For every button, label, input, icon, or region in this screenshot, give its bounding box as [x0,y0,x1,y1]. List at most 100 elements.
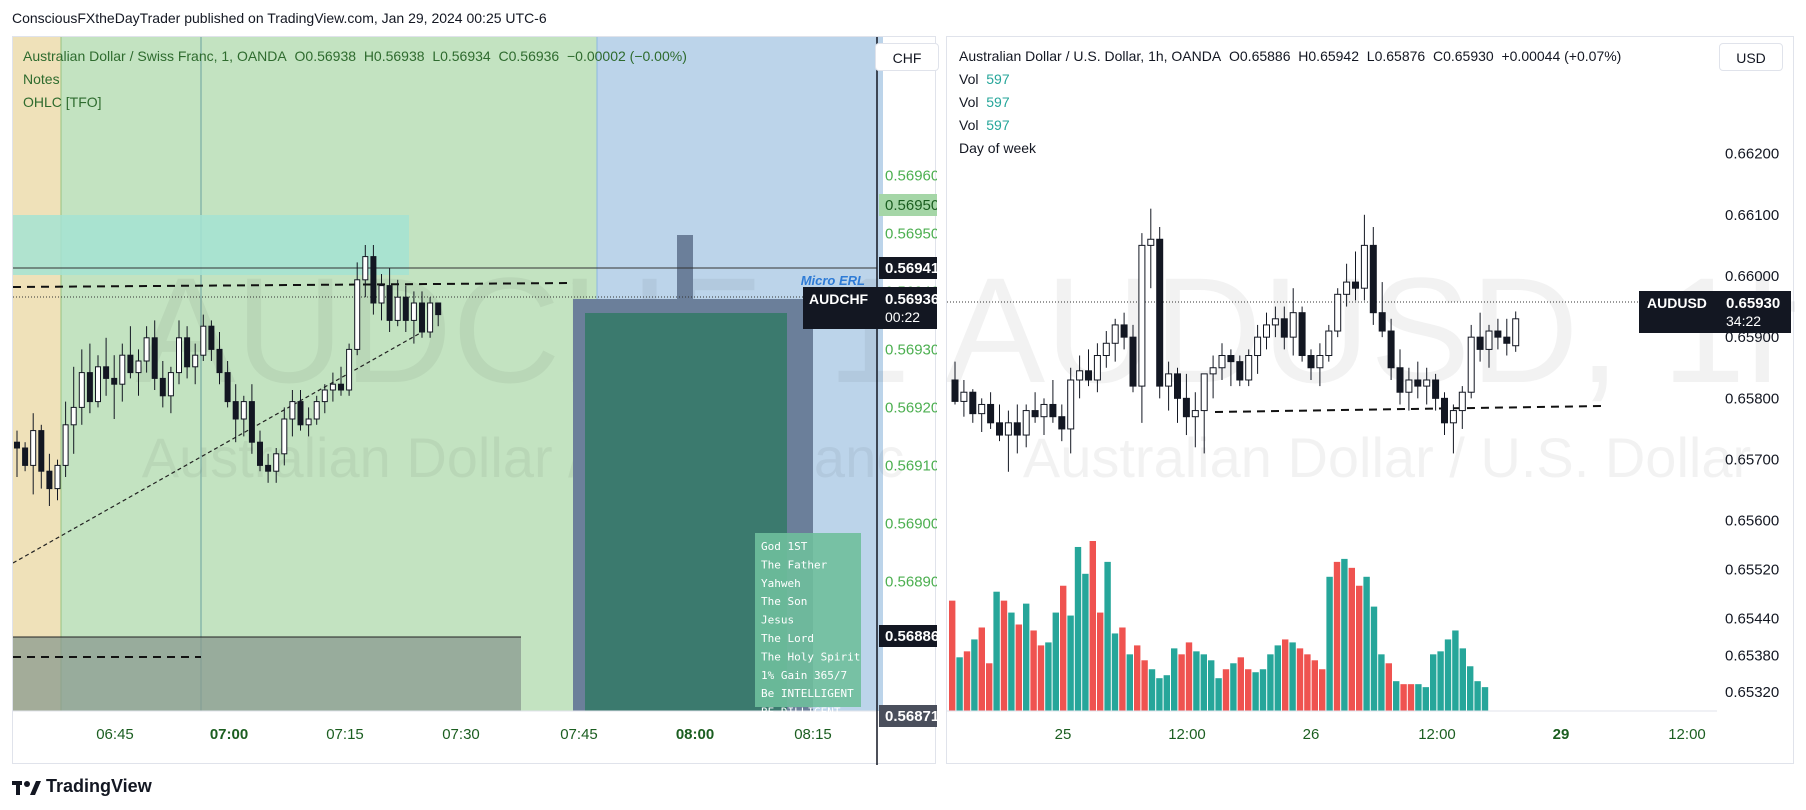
candle [1138,233,1146,423]
candle [1093,343,1101,393]
volume-bar [1356,585,1363,711]
candle-body [1289,312,1297,338]
note-line: The Holy Spirit [761,650,860,663]
indicator-vol-3[interactable]: Vol 597 [959,114,1621,137]
volume-bar [949,600,956,711]
right-legend-title-row: Australian Dollar / U.S. Dollar, 1h, OAN… [959,45,1621,68]
current-price: 0.65930 [1726,295,1780,312]
candle [1476,312,1484,362]
indicator-notes[interactable]: Notes [23,71,60,87]
indicator-ohlc-tfo[interactable]: OHLC [TFO] [23,94,102,110]
symbol-tag: AUDUSD [1647,295,1707,311]
candle-body [1360,244,1368,289]
price-tick-label: 0.56960 [885,167,937,184]
ohlc-high: H0.56938 [363,48,425,64]
volume-bar [1111,633,1119,711]
note-box-lines: God 1ST The Father Yahweh The Son Jesus The L… [761,540,860,719]
candle-body [1449,410,1457,424]
volume-bar [1000,600,1008,711]
symbol-title[interactable]: Australian Dollar / Swiss Franc, 1, OAND… [23,48,287,64]
time-tick-label: 25 [1055,726,1072,743]
time-tick-label: 12:00 [1418,726,1456,743]
candle-body [996,422,1003,436]
candle-body [143,337,150,362]
audchf-chart-canvas[interactable]: AUDCHF, 1 Australian Dollar / Swiss Fran… [13,37,937,765]
volume-bar [1067,615,1074,711]
candle [1387,318,1395,380]
candle [1067,367,1075,454]
candle-body [103,366,110,379]
candle [354,262,361,356]
candle-body [1280,318,1288,338]
price-tag-0.56886-text: 0.56886 [885,628,937,645]
volume-bar [1333,561,1341,711]
symbol-title[interactable]: Australian Dollar / U.S. Dollar, 1h, OAN… [959,48,1222,64]
candle-body [1111,324,1119,344]
tradingview-footer[interactable]: TradingView [12,776,152,797]
candle [1182,373,1190,436]
symbol-tag: AUDCHF [809,291,869,307]
candle-body [969,391,977,415]
candle [1031,392,1039,423]
candle [1156,227,1164,399]
candle [111,355,118,419]
volume-bar [986,663,993,711]
left-chart-panel[interactable]: AUDCHF, 1 Australian Dollar / Swiss Fran… [12,36,939,765]
candle [1325,324,1333,362]
candle [1271,306,1279,338]
candle [46,453,53,506]
price-tick-label: 0.56920 [885,399,937,416]
candle-body [1396,367,1404,393]
candle-body [370,256,377,304]
candle-body [1458,391,1466,412]
volume-bar [1245,669,1252,711]
volume-bar [1097,612,1104,711]
indicator-vol-1[interactable]: Vol 597 [959,68,1621,91]
volume-bar [1163,675,1170,711]
note-line: BE DILLIGENT [761,706,841,719]
candle-body [1245,355,1253,381]
currency-button-chf[interactable]: CHF [875,43,939,71]
indicator-day-of-week[interactable]: Day of week [959,140,1037,156]
vol-value: 597 [986,94,1010,110]
note-line: The Lord [761,632,814,645]
indicator-vol-2[interactable]: Vol 597 [959,91,1621,114]
candle-body [1441,397,1448,424]
current-price: 0.56936 [885,291,937,308]
time-tick-label: 08:00 [676,726,714,743]
candle-body [1343,281,1351,295]
price-tick-label: 0.56890 [885,573,937,590]
candle [95,355,101,408]
candle [1245,349,1253,387]
candle-body [62,424,69,466]
price-tag-0.56871-text: 0.56871 [885,708,937,725]
candle-body [1138,244,1146,387]
volume-bar [1363,576,1370,711]
candle [240,395,247,437]
candle [38,424,45,489]
candle [1218,343,1226,380]
candle-body [200,325,207,356]
candle-body [1209,367,1217,375]
candle-body [321,389,328,403]
audusd-chart-canvas[interactable]: AUDUSD, 1h Australian Dollar / U.S. Doll… [947,37,1795,765]
currency-button-usd[interactable]: USD [1719,43,1783,71]
volume-bar [1385,663,1392,711]
candle [103,337,110,396]
current-price-tag [1639,291,1791,333]
candle [1227,349,1235,387]
volume-bar [1104,561,1111,711]
candle [305,407,312,437]
volume-bar [1407,684,1415,711]
volume-bar [1289,642,1296,711]
candle-body [1031,410,1039,418]
candle [1022,404,1030,448]
price-tick-label: 0.65900 [1725,329,1779,346]
candle [362,245,369,298]
volume-bar [993,591,1000,711]
candle [1307,349,1315,380]
right-chart-panel[interactable]: AUDUSD, 1h Australian Dollar / U.S. Doll… [946,36,1795,765]
candle-body [1049,403,1057,418]
price-tick-label: 0.65520 [1725,562,1779,579]
right-x-axis: 25 12:00 26 12:00 29 12:00 [1055,726,1706,743]
